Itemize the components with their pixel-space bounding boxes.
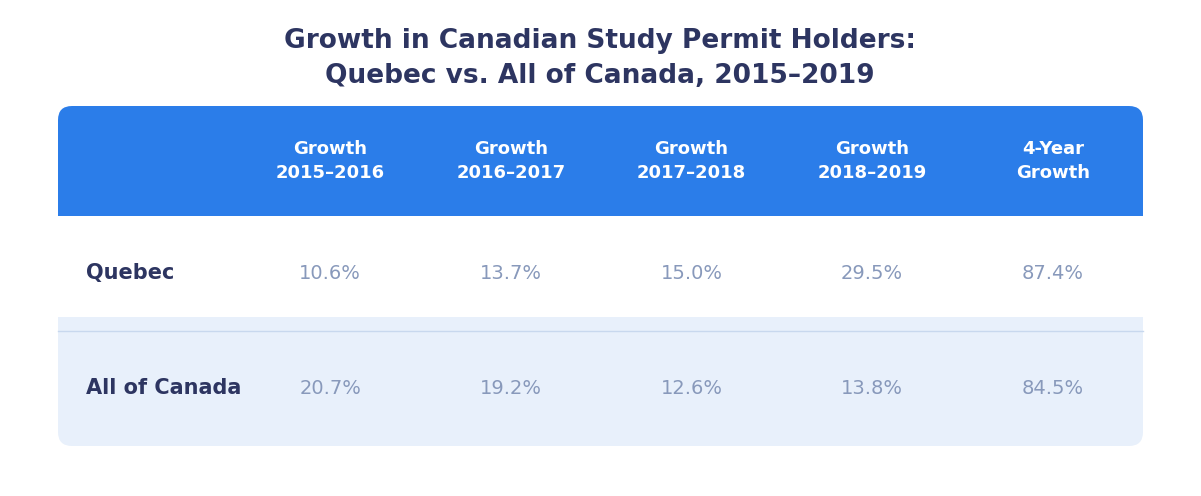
Text: 19.2%: 19.2% — [480, 379, 542, 398]
Text: 29.5%: 29.5% — [841, 264, 903, 283]
Text: 4-Year
Growth: 4-Year Growth — [1016, 139, 1089, 183]
Text: All of Canada: All of Canada — [86, 378, 241, 398]
Text: 15.0%: 15.0% — [661, 264, 723, 283]
FancyBboxPatch shape — [58, 317, 1143, 446]
Text: Growth
2017–2018: Growth 2017–2018 — [637, 139, 746, 183]
Text: Quebec vs. All of Canada, 2015–2019: Quebec vs. All of Canada, 2015–2019 — [325, 63, 874, 89]
Text: Quebec: Quebec — [86, 263, 174, 284]
Text: Growth
2015–2016: Growth 2015–2016 — [276, 139, 384, 183]
Text: 10.6%: 10.6% — [299, 264, 362, 283]
Text: Growth
2018–2019: Growth 2018–2019 — [818, 139, 927, 183]
Text: Growth in Canadian Study Permit Holders:: Growth in Canadian Study Permit Holders: — [283, 28, 916, 54]
Text: 84.5%: 84.5% — [1022, 379, 1083, 398]
Text: 13.7%: 13.7% — [480, 264, 542, 283]
FancyBboxPatch shape — [58, 106, 1143, 446]
Text: 87.4%: 87.4% — [1022, 264, 1083, 283]
Text: Growth
2016–2017: Growth 2016–2017 — [456, 139, 566, 183]
FancyBboxPatch shape — [58, 317, 1143, 331]
FancyBboxPatch shape — [58, 106, 1143, 216]
Text: 13.8%: 13.8% — [841, 379, 903, 398]
Text: 20.7%: 20.7% — [299, 379, 362, 398]
Text: 12.6%: 12.6% — [661, 379, 723, 398]
FancyBboxPatch shape — [58, 202, 1143, 216]
